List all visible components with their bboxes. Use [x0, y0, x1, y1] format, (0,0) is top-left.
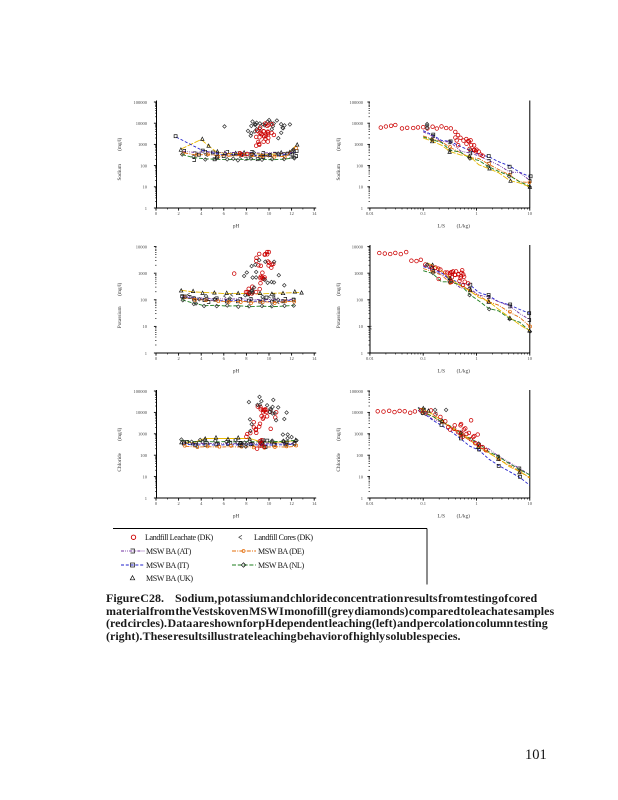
svg-text:100: 100: [140, 298, 148, 303]
svg-text:14: 14: [312, 211, 317, 216]
svg-text:100: 100: [140, 453, 148, 458]
svg-text:MSW BA (UK): MSW BA (UK): [146, 574, 193, 583]
svg-text:0: 0: [155, 211, 158, 216]
svg-text:L/S: L/S: [438, 369, 446, 375]
svg-text:10000: 10000: [352, 410, 364, 415]
svg-text:2: 2: [177, 356, 179, 361]
svg-text:1000: 1000: [354, 432, 364, 437]
svg-text:100: 100: [140, 163, 148, 168]
svg-text:10: 10: [528, 356, 533, 361]
svg-text:L/S: L/S: [438, 514, 446, 520]
svg-text:0: 0: [155, 356, 158, 361]
svg-text:(mg/l): (mg/l): [116, 137, 123, 150]
svg-text:pH: pH: [233, 514, 240, 520]
svg-text:pH: pH: [233, 369, 240, 375]
svg-text:0.01: 0.01: [366, 211, 374, 216]
svg-text:2: 2: [177, 501, 179, 506]
svg-text:8: 8: [245, 356, 248, 361]
svg-text:Landfill Cores (DK): Landfill Cores (DK): [254, 533, 313, 542]
svg-text:Potassium: Potassium: [117, 306, 123, 329]
svg-text:MSW BA (NL): MSW BA (NL): [258, 561, 304, 570]
svg-text:1000: 1000: [138, 432, 148, 437]
svg-text:1: 1: [361, 351, 363, 356]
svg-text:L/S: L/S: [438, 224, 446, 230]
svg-text:(mg/l): (mg/l): [116, 427, 123, 440]
svg-text:1: 1: [145, 496, 147, 501]
svg-text:10: 10: [143, 324, 148, 329]
svg-text:6: 6: [223, 211, 226, 216]
svg-text:MSW BA (AT): MSW BA (AT): [146, 547, 192, 556]
svg-text:100: 100: [356, 453, 364, 458]
svg-text:Landfill Leachate (DK): Landfill Leachate (DK): [145, 533, 214, 542]
svg-text:4: 4: [200, 356, 203, 361]
svg-text:4: 4: [200, 501, 203, 506]
svg-text:(mg/l): (mg/l): [335, 137, 342, 150]
svg-text:0.1: 0.1: [420, 501, 426, 506]
svg-text:1000: 1000: [138, 142, 148, 147]
svg-text:Chloride: Chloride: [117, 452, 123, 471]
svg-text:10: 10: [267, 356, 272, 361]
svg-text:100000: 100000: [350, 100, 364, 105]
svg-text:10: 10: [528, 211, 533, 216]
svg-text:12: 12: [289, 356, 294, 361]
svg-text:10: 10: [359, 324, 364, 329]
svg-text:100000: 100000: [134, 100, 148, 105]
svg-text:0.01: 0.01: [366, 356, 374, 361]
svg-text:pH: pH: [233, 224, 240, 230]
svg-text:1: 1: [145, 206, 147, 211]
svg-text:1: 1: [361, 496, 363, 501]
svg-text:8: 8: [245, 501, 248, 506]
svg-text:2: 2: [177, 211, 179, 216]
svg-text:10: 10: [359, 185, 364, 190]
svg-text:0.1: 0.1: [420, 356, 426, 361]
svg-text:6: 6: [223, 501, 226, 506]
svg-text:10: 10: [143, 185, 148, 190]
svg-text:MSW BA (IT): MSW BA (IT): [146, 561, 189, 570]
svg-text:(L/kg): (L/kg): [457, 368, 471, 375]
svg-text:1000: 1000: [354, 271, 364, 276]
svg-text:1: 1: [361, 206, 363, 211]
svg-text:10: 10: [359, 474, 364, 479]
svg-text:100: 100: [356, 298, 364, 303]
svg-text:10000: 10000: [136, 410, 148, 415]
svg-text:1: 1: [475, 356, 477, 361]
svg-text:Sodium: Sodium: [117, 163, 123, 180]
svg-text:(mg/l): (mg/l): [335, 282, 342, 295]
svg-text:12: 12: [289, 211, 294, 216]
svg-text:0.01: 0.01: [366, 501, 374, 506]
svg-text:10000: 10000: [136, 244, 148, 249]
svg-text:1000: 1000: [138, 271, 148, 276]
svg-text:4: 4: [200, 211, 203, 216]
svg-text:100000: 100000: [350, 389, 364, 394]
svg-text:0: 0: [155, 501, 158, 506]
svg-text:Potassium: Potassium: [336, 306, 342, 329]
svg-text:14: 14: [312, 501, 317, 506]
svg-text:10: 10: [267, 211, 272, 216]
svg-text:100000: 100000: [134, 389, 148, 394]
svg-text:10000: 10000: [136, 121, 148, 126]
svg-text:Sodium: Sodium: [336, 163, 342, 180]
svg-text:0.1: 0.1: [420, 211, 426, 216]
svg-text:10: 10: [267, 501, 272, 506]
svg-text:(mg/l): (mg/l): [335, 427, 342, 440]
svg-text:1: 1: [475, 501, 477, 506]
svg-text:MSW BA (DE): MSW BA (DE): [258, 547, 304, 556]
svg-text:8: 8: [245, 211, 248, 216]
svg-text:10: 10: [143, 474, 148, 479]
svg-text:1: 1: [475, 211, 477, 216]
svg-text:10000: 10000: [352, 121, 364, 126]
svg-text:6: 6: [223, 356, 226, 361]
svg-text:(L/kg): (L/kg): [457, 223, 471, 230]
svg-text:100: 100: [356, 163, 364, 168]
svg-text:1000: 1000: [354, 142, 364, 147]
svg-text:10: 10: [528, 501, 533, 506]
svg-text:12: 12: [289, 501, 294, 506]
svg-text:1: 1: [145, 351, 147, 356]
svg-text:(L/kg): (L/kg): [457, 513, 471, 520]
svg-text:10000: 10000: [352, 244, 364, 249]
svg-text:Chloride: Chloride: [336, 452, 342, 471]
svg-text:(mg/l): (mg/l): [116, 282, 123, 295]
svg-text:14: 14: [312, 356, 317, 361]
